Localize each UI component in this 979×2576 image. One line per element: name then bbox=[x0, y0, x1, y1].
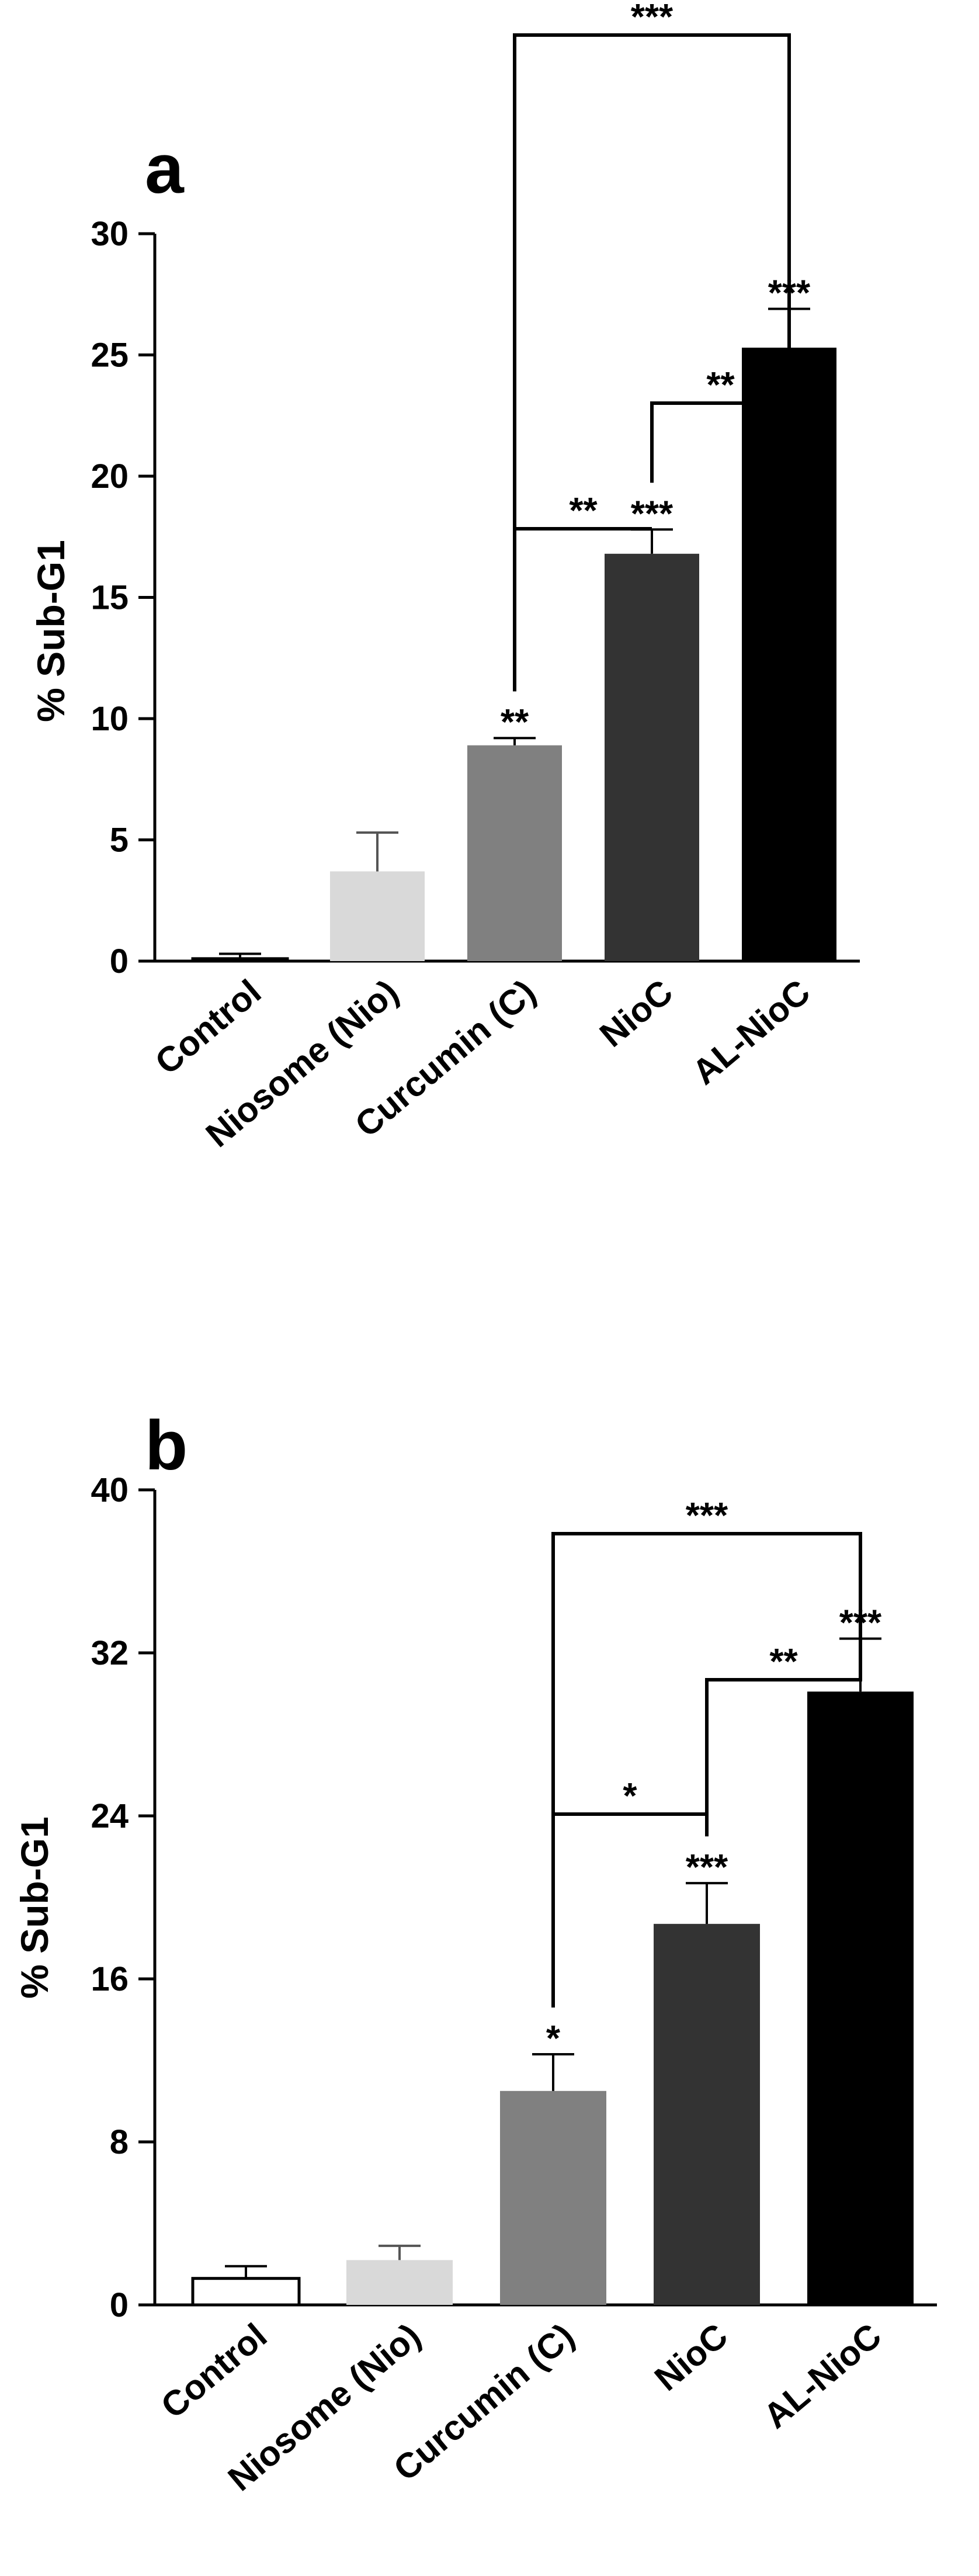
x-tick-label: AL-NioC bbox=[685, 972, 817, 1093]
bar-niosome-nio bbox=[346, 2260, 453, 2305]
bar-control bbox=[191, 2277, 301, 2307]
bracket-significance-label: * bbox=[623, 1776, 637, 1816]
bracket-significance-label: ** bbox=[769, 1642, 798, 1682]
y-tick-label: 24 bbox=[91, 1797, 129, 1835]
x-tick-label: NioC bbox=[592, 972, 680, 1055]
y-tick-label: 8 bbox=[110, 2123, 129, 2161]
x-tick-label: Control bbox=[148, 972, 268, 1082]
y-tick-label: 10 bbox=[91, 700, 129, 738]
bar-nioc bbox=[605, 553, 699, 961]
bar-nioc bbox=[654, 1923, 760, 2305]
y-tick-label: 0 bbox=[110, 2286, 129, 2324]
y-tick-label: 32 bbox=[91, 1634, 129, 1672]
significance-label: *** bbox=[686, 1847, 728, 1888]
x-tick-label: Control bbox=[154, 2316, 274, 2426]
significance-label: ** bbox=[501, 702, 529, 743]
bracket-significance-label: *** bbox=[686, 1496, 728, 1536]
bracket-significance-label: ** bbox=[706, 365, 735, 405]
x-tick-label: AL-NioC bbox=[756, 2316, 888, 2436]
bar-control bbox=[191, 957, 289, 963]
y-tick-label: 0 bbox=[110, 942, 129, 980]
significance-label: * bbox=[546, 2019, 561, 2059]
y-tick-label: 16 bbox=[91, 1960, 129, 1998]
y-tick-label: 25 bbox=[91, 337, 129, 375]
bar-niosome-nio bbox=[330, 871, 425, 961]
bracket-significance-label: ** bbox=[569, 491, 598, 531]
bracket-significance-label: *** bbox=[631, 0, 674, 37]
y-tick-label: 20 bbox=[91, 457, 129, 495]
y-tick-label: 40 bbox=[91, 1471, 129, 1509]
panel-label-b: b bbox=[145, 1406, 188, 1485]
bar-curcumin-c bbox=[500, 2090, 606, 2305]
y-tick-label: 15 bbox=[91, 579, 129, 617]
comparison-bracket bbox=[513, 33, 791, 692]
x-tick-label: NioC bbox=[647, 2316, 735, 2398]
y-tick-label: 5 bbox=[110, 821, 129, 859]
bar-al-nioc bbox=[807, 1691, 914, 2305]
y-axis-label-b: % Sub-G1 bbox=[13, 1816, 56, 1999]
y-axis-label-a: % Sub-G1 bbox=[29, 540, 72, 722]
bar-al-nioc bbox=[742, 348, 836, 961]
panel-label-a: a bbox=[145, 130, 185, 208]
bar-curcumin-c bbox=[467, 745, 562, 961]
comparison-bracket bbox=[551, 1532, 862, 2008]
y-tick-label: 30 bbox=[91, 215, 129, 253]
